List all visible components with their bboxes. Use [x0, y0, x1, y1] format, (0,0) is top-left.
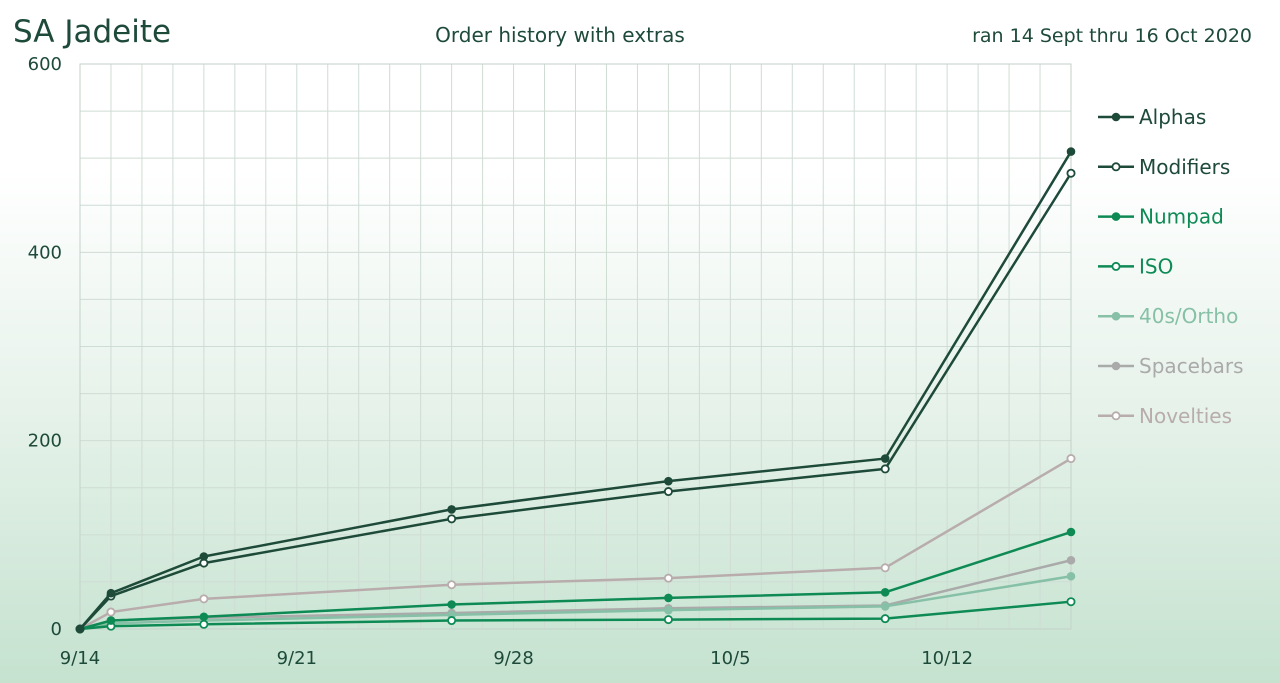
data-point-alphas	[664, 476, 673, 486]
legend-item-modifiers: Modifiers	[1098, 155, 1230, 179]
x-tick-label: 9/28	[493, 648, 533, 669]
data-point-novelties	[447, 580, 457, 590]
data-point-numpad	[664, 593, 673, 603]
data-point-iso	[199, 619, 209, 629]
data-point-40s-ortho	[880, 602, 890, 611]
legend-label: Novelties	[1139, 404, 1232, 428]
data-point-novelties	[1066, 454, 1076, 464]
y-axis-ticks: 0 200 400 600	[28, 54, 62, 640]
data-point-numpad	[447, 600, 456, 609]
legend-label: 40s/Ortho	[1139, 304, 1238, 328]
data-point-numpad	[106, 616, 116, 625]
brand-title: SA Jadeite	[13, 14, 171, 50]
data-point-iso	[880, 614, 890, 624]
series-group	[75, 147, 1076, 634]
chart-title: Order history with extras	[435, 23, 685, 47]
y-tick-label: 200	[28, 431, 62, 452]
data-point-numpad	[1066, 527, 1076, 537]
legend-label: Spacebars	[1139, 354, 1244, 378]
data-point-novelties	[663, 573, 673, 583]
data-point-novelties	[106, 607, 116, 617]
gridlines	[79, 63, 1072, 630]
data-point-iso	[663, 615, 673, 625]
legend-item-iso: ISO	[1098, 254, 1173, 278]
x-axis-ticks: 9/14 9/21 9/28 10/5 10/12	[60, 648, 973, 669]
data-point-modifiers	[447, 514, 457, 524]
legend-swatch-marker	[1111, 112, 1121, 122]
legend-item-spacebars: Spacebars	[1098, 354, 1244, 378]
data-point-modifiers	[880, 464, 890, 474]
x-tick-label: 9/14	[60, 648, 100, 669]
data-point-alphas	[447, 505, 456, 514]
legend-item-numpad: Numpad	[1098, 205, 1224, 229]
data-point-iso	[1066, 597, 1076, 607]
y-tick-label: 400	[28, 242, 62, 263]
data-point-spacebars	[1066, 555, 1076, 565]
data-point-modifiers	[1066, 168, 1076, 178]
data-point-alphas	[106, 588, 116, 598]
series-iso	[75, 597, 1076, 634]
legend-item-novelties: Novelties	[1098, 404, 1232, 428]
data-point-novelties	[880, 563, 890, 573]
legend-swatch-marker	[1111, 311, 1121, 321]
y-tick-label: 600	[28, 54, 62, 75]
data-point-alphas	[75, 624, 85, 634]
legend-swatch-marker	[1111, 261, 1121, 271]
legend-label: ISO	[1139, 254, 1173, 278]
data-point-alphas	[1066, 147, 1076, 156]
data-point-numpad	[199, 612, 209, 622]
legend-label: Modifiers	[1139, 155, 1230, 179]
x-tick-label: 9/21	[277, 648, 317, 669]
y-tick-label: 0	[51, 619, 62, 640]
legend-swatch-marker	[1111, 212, 1121, 221]
date-range: ran 14 Sept thru 16 Oct 2020	[972, 25, 1252, 47]
data-point-40s-ortho	[1066, 571, 1076, 581]
legend-label: Numpad	[1139, 205, 1224, 229]
data-point-iso	[447, 616, 457, 626]
legend-swatch-marker	[1111, 411, 1121, 421]
data-point-alphas	[199, 552, 209, 561]
x-tick-label: 10/12	[921, 648, 973, 669]
legend-swatch-marker	[1111, 361, 1121, 371]
legend-swatch-marker	[1111, 162, 1121, 172]
legend-item-alphas: Alphas	[1098, 105, 1206, 129]
x-tick-label: 10/5	[710, 648, 750, 669]
legend-label: Alphas	[1139, 105, 1206, 129]
legend-item-40s-ortho: 40s/Ortho	[1098, 304, 1238, 328]
data-point-numpad	[880, 587, 890, 597]
data-point-novelties	[199, 594, 209, 604]
data-point-alphas	[880, 454, 890, 463]
data-point-modifiers	[663, 487, 673, 497]
data-point-40s-ortho	[664, 605, 673, 615]
series-alphas	[75, 147, 1076, 634]
plot-frame	[79, 63, 1072, 630]
legend: Alphas Modifiers Numpad ISO 40s/Ortho Spaceba…	[1098, 105, 1244, 428]
